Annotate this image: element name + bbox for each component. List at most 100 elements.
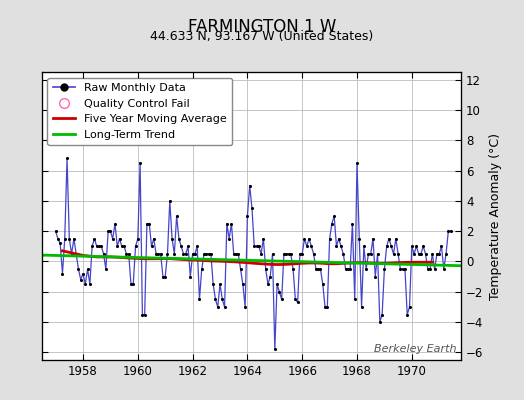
Point xyxy=(140,311,149,318)
Text: 44.633 N, 93.167 W (United States): 44.633 N, 93.167 W (United States) xyxy=(150,30,374,43)
Point xyxy=(238,281,247,288)
Point xyxy=(275,288,283,295)
Point xyxy=(291,296,300,302)
Point xyxy=(95,243,103,250)
Point xyxy=(440,266,448,272)
Point xyxy=(355,236,364,242)
Point xyxy=(321,304,329,310)
Point xyxy=(255,243,263,250)
Point xyxy=(72,251,80,257)
Point xyxy=(214,304,222,310)
Point xyxy=(248,205,256,212)
Point xyxy=(312,266,320,272)
Point xyxy=(102,266,110,272)
Point xyxy=(189,251,197,257)
Point xyxy=(129,281,137,288)
Point xyxy=(159,274,167,280)
Point xyxy=(353,160,361,166)
Point xyxy=(307,243,315,250)
Point xyxy=(202,251,211,257)
Point xyxy=(323,304,332,310)
Point xyxy=(209,281,217,288)
Point xyxy=(305,236,313,242)
Point xyxy=(364,251,373,257)
Point xyxy=(154,251,162,257)
Point xyxy=(230,251,238,257)
Point xyxy=(216,281,224,288)
Point xyxy=(106,228,115,234)
Text: Berkeley Earth: Berkeley Earth xyxy=(375,344,457,354)
Point xyxy=(314,266,322,272)
Point xyxy=(120,243,128,250)
Point xyxy=(193,243,201,250)
Point xyxy=(408,243,416,250)
Point xyxy=(273,281,281,288)
Point xyxy=(266,274,275,280)
Point xyxy=(58,270,67,277)
Point xyxy=(168,236,176,242)
Point xyxy=(332,243,341,250)
Point xyxy=(374,251,382,257)
Point xyxy=(51,228,60,234)
Point xyxy=(177,243,185,250)
Point xyxy=(348,220,357,227)
Point xyxy=(298,251,307,257)
Point xyxy=(111,220,119,227)
Point xyxy=(342,266,350,272)
Point xyxy=(419,243,428,250)
Point xyxy=(232,251,240,257)
Point xyxy=(264,281,272,288)
Point xyxy=(108,236,117,242)
Point xyxy=(65,236,73,242)
Point xyxy=(90,236,99,242)
Point xyxy=(79,270,87,277)
Point xyxy=(179,251,188,257)
Point xyxy=(195,296,204,302)
Point xyxy=(125,251,133,257)
Point xyxy=(289,266,297,272)
Point xyxy=(184,243,192,250)
Point xyxy=(83,266,92,272)
Point xyxy=(143,220,151,227)
Point xyxy=(68,251,76,257)
Legend: Raw Monthly Data, Quality Control Fail, Five Year Moving Average, Long-Term Tren: Raw Monthly Data, Quality Control Fail, … xyxy=(48,78,233,145)
Point xyxy=(147,243,156,250)
Point xyxy=(328,220,336,227)
Point xyxy=(245,182,254,189)
Point xyxy=(410,251,418,257)
Point xyxy=(398,266,407,272)
Point xyxy=(380,266,389,272)
Point xyxy=(376,319,384,325)
Point xyxy=(378,311,386,318)
Point xyxy=(86,281,94,288)
Point xyxy=(435,251,443,257)
Point xyxy=(113,243,122,250)
Point xyxy=(211,296,220,302)
Point xyxy=(243,213,252,219)
Point xyxy=(198,266,206,272)
Point xyxy=(426,266,434,272)
Point xyxy=(423,266,432,272)
Point xyxy=(100,251,108,257)
Point xyxy=(270,346,279,352)
Point xyxy=(403,311,411,318)
Point xyxy=(438,243,446,250)
Point xyxy=(339,251,347,257)
Point xyxy=(93,243,101,250)
Point xyxy=(149,236,158,242)
Point xyxy=(359,243,368,250)
Point xyxy=(337,243,345,250)
Point xyxy=(302,243,311,250)
Point xyxy=(241,304,249,310)
Point xyxy=(406,304,414,310)
Point xyxy=(282,251,290,257)
Point xyxy=(334,236,343,242)
Point xyxy=(53,236,62,242)
Point xyxy=(174,236,183,242)
Point xyxy=(250,243,258,250)
Point xyxy=(401,266,409,272)
Point xyxy=(261,266,270,272)
Point xyxy=(218,296,226,302)
Point xyxy=(412,243,421,250)
Point xyxy=(127,281,135,288)
